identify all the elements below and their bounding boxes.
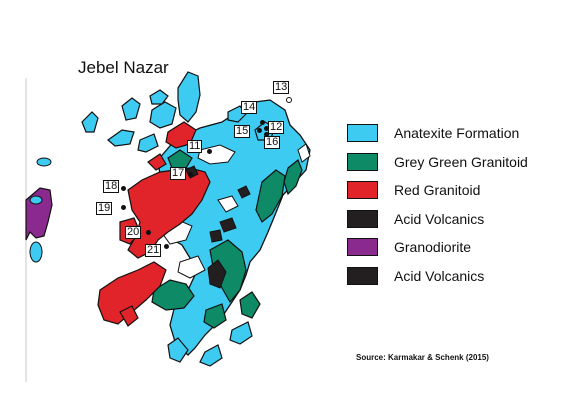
location-label-13: 13 (273, 81, 290, 94)
map-title: Jebel Nazar (78, 58, 169, 77)
location-dot-14 (260, 120, 265, 125)
acid-volcanics (237, 185, 251, 199)
location-dot-19 (121, 205, 126, 210)
acid-volcanics (207, 259, 227, 289)
red-granitoid (97, 261, 167, 325)
location-label-21: 21 (145, 244, 162, 257)
anatexite-west-lens (137, 133, 159, 153)
grey-green-granitoid (203, 303, 227, 329)
location-dot-17 (188, 172, 193, 177)
location-label-15: 15 (234, 125, 251, 138)
legend-label: Acid Volcanics (394, 210, 485, 227)
location-label-20: 20 (125, 226, 142, 239)
location-dot-12 (264, 126, 269, 131)
location-dot-21 (164, 244, 169, 249)
map-window (297, 143, 311, 163)
location-dot-20 (146, 230, 151, 235)
anatexite-north-arm (177, 71, 201, 123)
anatexite-west-lens (107, 129, 135, 147)
location-label-11: 11 (187, 140, 203, 153)
anatexite-islet (29, 241, 43, 263)
legend-label: Red Granitoid (394, 182, 481, 199)
legend-swatch (347, 181, 378, 200)
legend-label: Granodiorite (394, 239, 472, 256)
grey-green-granitoid (255, 169, 286, 223)
location-dot-16 (264, 132, 269, 137)
location-dot-13 (286, 97, 292, 103)
map-window (177, 255, 206, 279)
legend-swatch (347, 124, 378, 142)
location-label-19: 19 (96, 202, 113, 215)
grey-green-granitoid (283, 159, 303, 196)
anatexite-north-blob (149, 101, 177, 129)
map-window (217, 195, 239, 213)
legend-swatch (347, 152, 378, 171)
location-dot-18 (121, 186, 126, 191)
anatexite-north-blob (121, 97, 141, 121)
location-label-14: 14 (241, 101, 258, 114)
acid-volcanics (219, 217, 237, 233)
anatexite-south-lens (167, 337, 189, 363)
anatexite-south-lens (199, 344, 223, 367)
location-label-17: 17 (170, 167, 187, 180)
grey-green-granitoid (167, 149, 193, 169)
anatexite-north-blob (149, 89, 169, 105)
legend-swatch (347, 238, 378, 257)
legend-swatch (347, 266, 378, 285)
red-granitoid (119, 305, 139, 327)
acid-volcanics (209, 229, 223, 243)
map-source-credit: Source: Karmakar & Schenk (2015) (356, 353, 489, 362)
location-label-18: 18 (103, 180, 120, 193)
location-label-16: 16 (264, 136, 281, 149)
location-label-12: 12 (268, 121, 285, 134)
legend-label: Acid Volcanics (394, 267, 485, 284)
red-granitoid (147, 153, 167, 171)
anatexite-west-lens (81, 111, 99, 133)
grey-green-granitoid (239, 291, 261, 319)
anatexite-south-lens (229, 321, 253, 345)
grey-green-granitoid (151, 279, 195, 311)
location-dot-11 (207, 149, 212, 154)
anatexite-islet (36, 157, 52, 167)
granodiorite-body (25, 187, 53, 241)
legend-label: Anatexite Formation (394, 125, 520, 141)
legend-swatch (347, 209, 378, 228)
legend-label: Grey Green Granitoid (394, 153, 528, 170)
location-dot-15 (257, 128, 262, 133)
anatexite-islet (29, 195, 43, 205)
